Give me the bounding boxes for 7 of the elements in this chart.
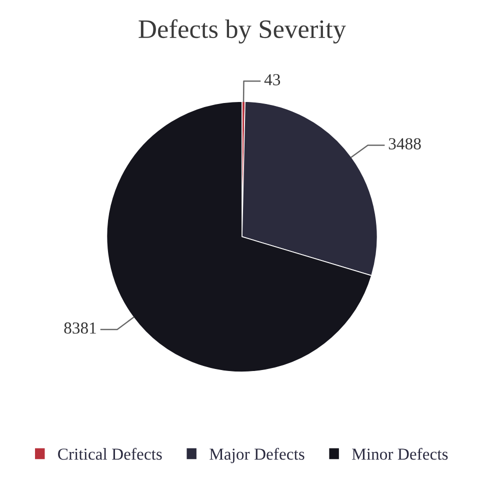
legend-label: Major Defects bbox=[210, 448, 304, 464]
data-label: 43 bbox=[264, 74, 280, 86]
chart-title: Defects by Severity bbox=[138, 19, 346, 44]
legend-label: Critical Defects bbox=[58, 448, 162, 460]
data-label: 3488 bbox=[388, 138, 421, 150]
data-label: 8381 bbox=[64, 322, 96, 334]
legend-label: Minor Defects bbox=[352, 448, 448, 460]
